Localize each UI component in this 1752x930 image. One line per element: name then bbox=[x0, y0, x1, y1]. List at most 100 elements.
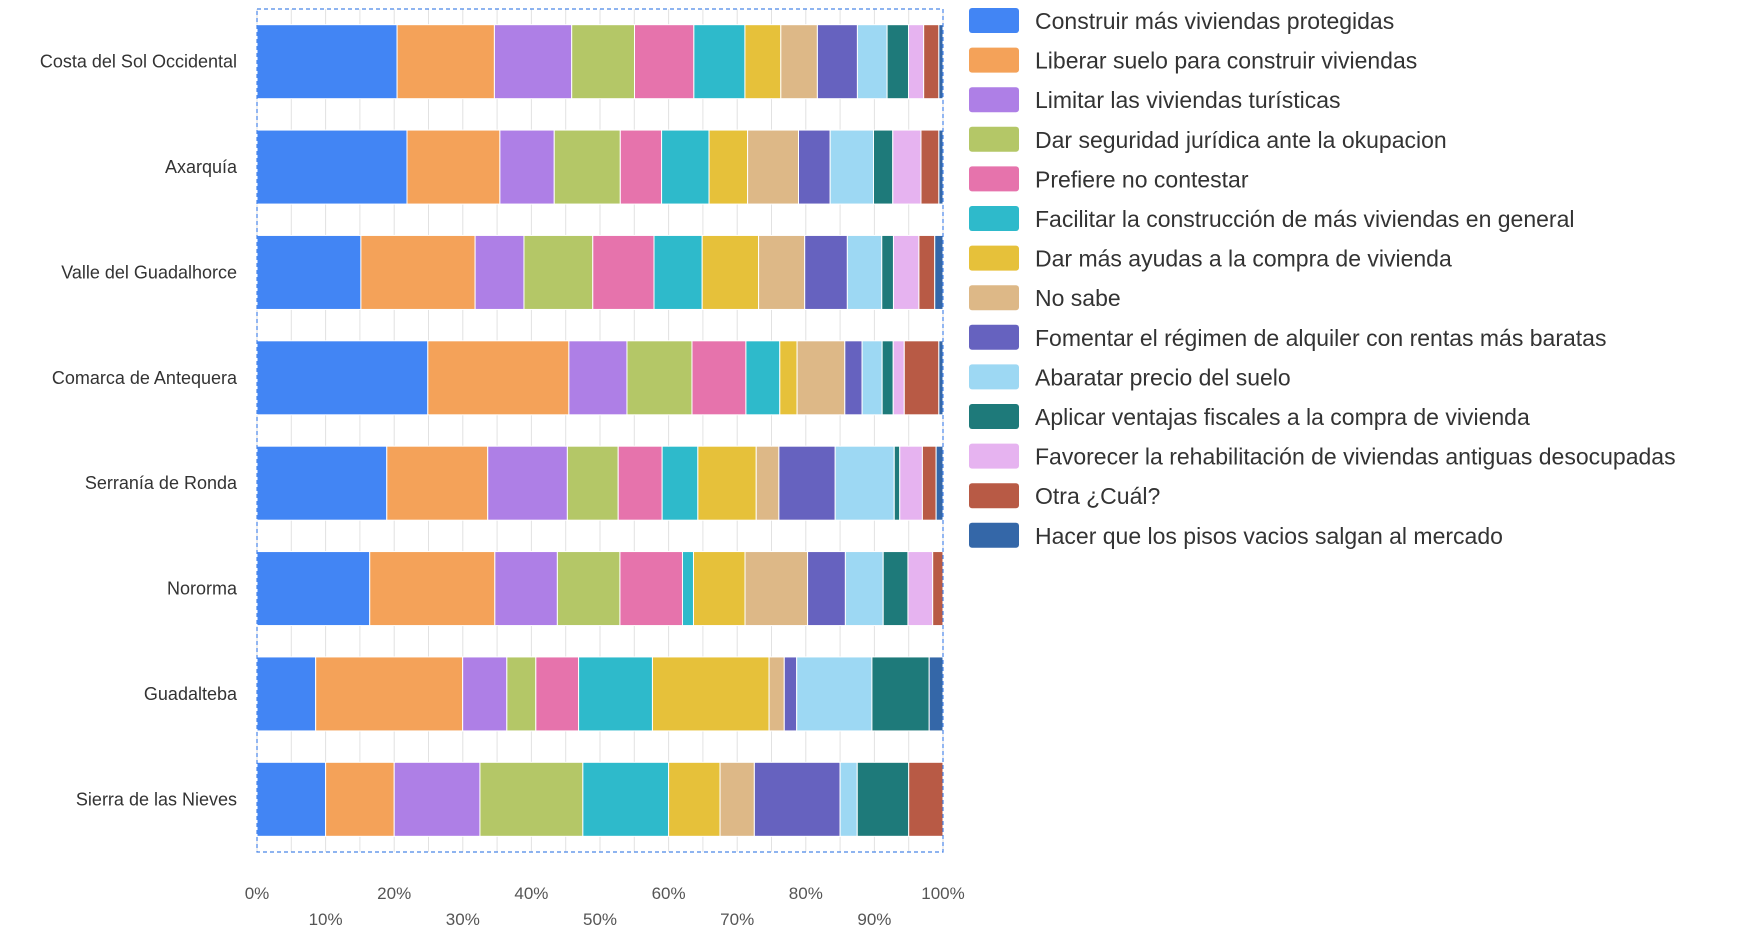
bar-segment[interactable] bbox=[856, 24, 888, 100]
bar-segment[interactable] bbox=[921, 445, 937, 521]
bar-segment[interactable] bbox=[325, 761, 395, 837]
bar-segment[interactable] bbox=[499, 129, 555, 205]
bar-segment[interactable] bbox=[494, 551, 558, 627]
legend-item[interactable]: Abaratar precio del suelo bbox=[969, 364, 1291, 390]
legend-item[interactable]: No sabe bbox=[969, 285, 1121, 311]
bar-segment[interactable] bbox=[745, 340, 781, 416]
bar-segment[interactable] bbox=[462, 656, 508, 732]
bar-segment[interactable] bbox=[553, 129, 621, 205]
bar-segment[interactable] bbox=[315, 656, 464, 732]
bar-segment[interactable] bbox=[661, 445, 699, 521]
bar-segment[interactable] bbox=[691, 340, 747, 416]
legend-item[interactable]: Prefiere no contestar bbox=[969, 166, 1249, 192]
bar-segment[interactable] bbox=[592, 234, 655, 310]
bar-segment[interactable] bbox=[753, 761, 841, 837]
bar-segment[interactable] bbox=[779, 340, 798, 416]
bar-segment[interactable] bbox=[744, 551, 809, 627]
bar-segment[interactable] bbox=[839, 761, 858, 837]
bar-segment[interactable] bbox=[816, 24, 858, 100]
bar-segment[interactable] bbox=[692, 551, 746, 627]
bar-segment[interactable] bbox=[886, 24, 909, 100]
bar-segment[interactable] bbox=[758, 234, 806, 310]
bar-segment[interactable] bbox=[582, 761, 670, 837]
bar-segment[interactable] bbox=[892, 234, 920, 310]
bar-segment[interactable] bbox=[881, 340, 894, 416]
bar-segment[interactable] bbox=[668, 761, 721, 837]
bar-segment[interactable] bbox=[783, 656, 798, 732]
bar-segment[interactable] bbox=[386, 445, 489, 521]
bar-segment[interactable] bbox=[778, 445, 836, 521]
bar-segment[interactable] bbox=[256, 129, 408, 205]
bar-segment[interactable] bbox=[935, 445, 944, 521]
bar-segment[interactable] bbox=[844, 551, 884, 627]
bar-segment[interactable] bbox=[708, 129, 749, 205]
bar-segment[interactable] bbox=[393, 761, 481, 837]
bar-segment[interactable] bbox=[938, 340, 944, 416]
bar-segment[interactable] bbox=[893, 445, 901, 521]
legend-item[interactable]: Limitar las viviendas turísticas bbox=[969, 87, 1341, 113]
legend-item[interactable]: Aplicar ventajas fiscales a la compra de… bbox=[969, 404, 1530, 430]
bar-segment[interactable] bbox=[651, 656, 770, 732]
bar-segment[interactable] bbox=[396, 24, 495, 100]
bar-segment[interactable] bbox=[938, 24, 944, 100]
legend-item[interactable]: Dar seguridad jurídica ante la okupacion bbox=[969, 126, 1447, 153]
bar-segment[interactable] bbox=[487, 445, 568, 521]
bar-segment[interactable] bbox=[918, 234, 936, 310]
bar-segment[interactable] bbox=[406, 129, 501, 205]
bar-segment[interactable] bbox=[908, 761, 944, 837]
bar-segment[interactable] bbox=[938, 129, 944, 205]
bar-segment[interactable] bbox=[807, 551, 846, 627]
bar-segment[interactable] bbox=[427, 340, 570, 416]
bar-segment[interactable] bbox=[882, 551, 909, 627]
bar-segment[interactable] bbox=[617, 445, 663, 521]
legend-item[interactable]: Fomentar el régimen de alquiler con rent… bbox=[969, 324, 1606, 351]
bar-segment[interactable] bbox=[834, 445, 895, 521]
bar-segment[interactable] bbox=[881, 234, 894, 310]
bar-segment[interactable] bbox=[856, 761, 910, 837]
bar-segment[interactable] bbox=[907, 551, 934, 627]
bar-segment[interactable] bbox=[619, 551, 683, 627]
bar-segment[interactable] bbox=[493, 24, 573, 100]
bar-segment[interactable] bbox=[256, 234, 362, 310]
bar-segment[interactable] bbox=[256, 24, 398, 100]
bar-segment[interactable] bbox=[747, 129, 800, 205]
bar-segment[interactable] bbox=[626, 340, 693, 416]
bar-segment[interactable] bbox=[556, 551, 621, 627]
legend-item[interactable]: Hacer que los pisos vacios salgan al mer… bbox=[969, 522, 1503, 549]
bar-segment[interactable] bbox=[693, 24, 746, 100]
bar-segment[interactable] bbox=[923, 24, 940, 100]
bar-segment[interactable] bbox=[798, 129, 831, 205]
bar-segment[interactable] bbox=[697, 445, 757, 521]
bar-segment[interactable] bbox=[506, 656, 537, 732]
bar-segment[interactable] bbox=[535, 656, 580, 732]
legend-item[interactable]: Liberar suelo para construir viviendas bbox=[969, 47, 1417, 74]
bar-segment[interactable] bbox=[928, 656, 944, 732]
bar-segment[interactable] bbox=[907, 24, 925, 100]
bar-segment[interactable] bbox=[474, 234, 525, 310]
bar-segment[interactable] bbox=[903, 340, 940, 416]
bar-segment[interactable] bbox=[701, 234, 760, 310]
bar-segment[interactable] bbox=[256, 445, 388, 521]
bar-segment[interactable] bbox=[846, 234, 883, 310]
bar-segment[interactable] bbox=[523, 234, 594, 310]
bar-segment[interactable] bbox=[634, 24, 695, 100]
bar-segment[interactable] bbox=[653, 234, 703, 310]
bar-segment[interactable] bbox=[844, 340, 863, 416]
legend-item[interactable]: Otra ¿Cuál? bbox=[969, 483, 1160, 509]
bar-segment[interactable] bbox=[829, 129, 875, 205]
bar-segment[interactable] bbox=[768, 656, 785, 732]
bar-segment[interactable] bbox=[892, 340, 905, 416]
bar-segment[interactable] bbox=[796, 656, 873, 732]
bar-segment[interactable] bbox=[571, 24, 636, 100]
bar-segment[interactable] bbox=[871, 656, 930, 732]
bar-segment[interactable] bbox=[578, 656, 653, 732]
bar-segment[interactable] bbox=[719, 761, 755, 837]
bar-segment[interactable] bbox=[744, 24, 782, 100]
bar-segment[interactable] bbox=[568, 340, 628, 416]
bar-segment[interactable] bbox=[661, 129, 710, 205]
bar-segment[interactable] bbox=[681, 551, 694, 627]
bar-segment[interactable] bbox=[932, 551, 944, 627]
bar-segment[interactable] bbox=[256, 340, 429, 416]
bar-segment[interactable] bbox=[619, 129, 663, 205]
bar-segment[interactable] bbox=[934, 234, 944, 310]
